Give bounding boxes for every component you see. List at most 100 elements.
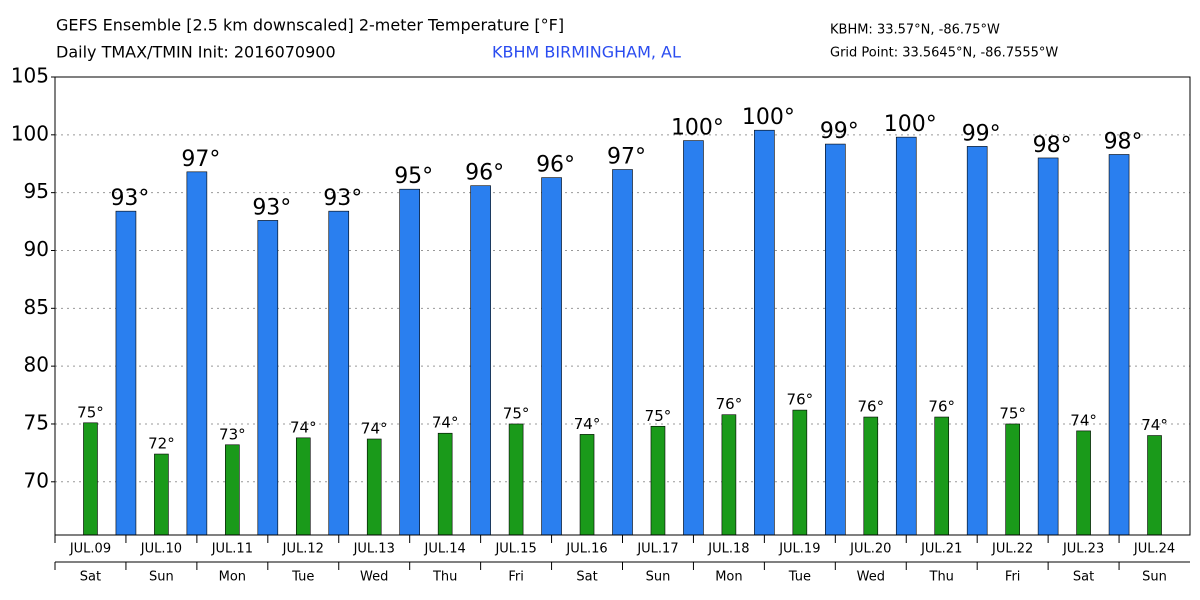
weekday-label: Sun [1142,570,1167,585]
bar [154,453,169,536]
value-label: 97° [607,145,646,170]
value-label: 74° [1070,411,1097,429]
value-label: 75° [645,407,672,425]
bar [257,220,279,536]
bar [83,422,98,536]
weekday-label: Sun [646,570,671,585]
value-label: 75° [77,403,104,421]
y-tick-label: 85 [24,295,49,319]
value-label: 76° [716,395,743,413]
value-label: 74° [361,420,388,438]
bar [225,444,240,536]
y-tick-label: 90 [24,237,49,261]
value-label: 75° [503,404,530,422]
x-tick-label: JUL.22 [991,542,1033,557]
bar [1076,430,1091,536]
bar [754,129,775,536]
value-label: 74° [1141,416,1168,434]
weekday-label: Thu [432,570,457,585]
weekday-label: Wed [360,570,388,585]
value-label: 73° [219,425,246,443]
y-tick-label: 95 [24,179,49,203]
x-tick-label: JUL.24 [1133,542,1175,557]
weekday-label: Sat [80,570,101,585]
bar [721,414,737,536]
weekday-label: Tue [788,570,811,585]
weekday-label: Wed [857,570,885,585]
bar [508,423,524,536]
x-tick-label: JUL.21 [920,542,962,557]
bar [579,434,595,536]
value-label: 99° [820,119,859,144]
x-tick-label: JUL.11 [211,542,253,557]
x-tick-label: JUL.17 [636,542,678,557]
value-label: 93° [110,186,149,211]
x-tick-label: JUL.15 [494,542,536,557]
bar [437,432,453,536]
bar [541,177,562,536]
x-tick-label: JUL.16 [565,542,607,557]
weekday-label: Mon [219,570,246,585]
bar [1108,154,1130,536]
value-label: 98° [1104,129,1143,154]
weekday-label: Fri [508,570,524,585]
bar [366,438,382,536]
value-label: 74° [290,418,317,436]
bar [683,140,704,536]
bar [186,171,208,536]
value-label: 96° [536,153,575,178]
weekday-label: Mon [715,570,742,585]
x-tick-label: JUL.18 [707,542,749,557]
bar [115,210,137,536]
value-label: 98° [1033,133,1072,158]
weekday-label: Tue [291,570,314,585]
bar [895,136,917,536]
y-tick-label: 105 [11,64,49,88]
x-tick-label: JUL.14 [424,542,466,557]
station: KBHM: 33.57°N, -86.75°W [830,23,1000,38]
weekday-label: Sun [149,570,174,585]
grid-point: Grid Point: 33.5645°N, -86.7555°W [830,46,1058,61]
value-label: 93° [252,195,291,220]
weekday-label: Fri [1005,570,1021,585]
x-tick-label: JUL.10 [140,542,182,557]
y-tick-label: 80 [24,353,49,377]
value-label: 76° [857,398,884,416]
value-label: 100° [742,105,795,130]
x-tick-label: JUL.20 [849,542,891,557]
bar [792,409,808,536]
value-label: 96° [465,161,504,186]
x-tick-label: JUL.23 [1062,542,1104,557]
bar [825,143,846,536]
value-label: 74° [432,414,459,432]
value-label: 97° [181,147,220,172]
bar [470,185,491,536]
value-label: 74° [574,415,601,433]
bar [399,188,420,536]
x-tick-label: JUL.13 [353,542,395,557]
bar [1147,435,1162,536]
chart-subtitle: Daily TMAX/TMIN Init: 2016070900 [56,43,336,62]
bar [650,425,666,536]
bar [295,437,311,536]
bar [1005,423,1020,536]
weekday-label: Sat [576,570,597,585]
location: KBHM BIRMINGHAM, AL [492,43,681,62]
bar [863,416,879,536]
chart-title: GEFS Ensemble [2.5 km downscaled] 2-mete… [56,16,564,35]
bar [1037,157,1059,536]
bar [966,146,988,536]
weekday-label: Thu [929,570,954,585]
value-label: 99° [962,121,1001,146]
bar [612,169,633,536]
y-tick-label: 75 [24,410,49,434]
y-tick-label: 100 [11,121,49,145]
x-tick-label: JUL.12 [282,542,324,557]
x-tick-label: JUL.09 [69,542,111,557]
value-label: 93° [323,186,362,211]
value-label: 76° [928,398,955,416]
value-label: 100° [671,116,724,141]
bar [328,210,350,536]
value-label: 100° [884,112,937,137]
